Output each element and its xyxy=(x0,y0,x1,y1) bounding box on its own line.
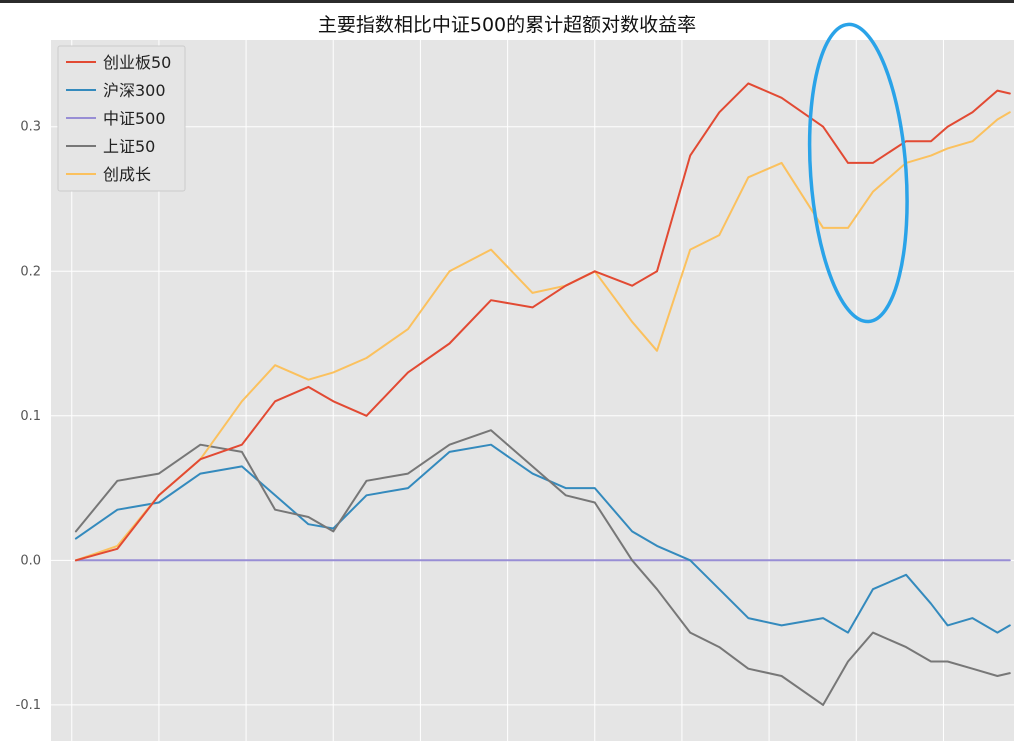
annotation-layer xyxy=(807,22,909,324)
legend-label: 创成长 xyxy=(103,165,151,184)
legend-label: 创业板50 xyxy=(103,53,171,72)
legend: 创业板50 沪深300 中证500 上证50 创成长 xyxy=(57,45,186,192)
legend-box xyxy=(57,45,186,192)
series-line-0 xyxy=(74,82,1011,562)
highlight-ellipse xyxy=(807,22,909,324)
y-axis-ticks: -0.1 0.0 0.1 0.2 0.3 xyxy=(16,120,41,713)
chart-title: 主要指数相比中证500的累计超额对数收益率 xyxy=(317,14,697,36)
series-line-4 xyxy=(74,111,1011,562)
y-tick-label: 0.1 xyxy=(20,409,41,424)
legend-label: 沪深300 xyxy=(103,81,166,100)
y-tick-label: 0.0 xyxy=(20,553,41,568)
series-line-1 xyxy=(74,443,1011,634)
legend-label: 中证500 xyxy=(103,109,166,128)
series-line-3 xyxy=(74,429,1011,706)
series-lines xyxy=(74,82,1011,706)
y-tick-label: -0.1 xyxy=(16,698,41,713)
legend-label: 上证50 xyxy=(103,137,155,156)
y-tick-label: 0.2 xyxy=(20,264,41,279)
y-tick-label: 0.3 xyxy=(20,120,41,135)
window-top-border xyxy=(0,0,1014,3)
